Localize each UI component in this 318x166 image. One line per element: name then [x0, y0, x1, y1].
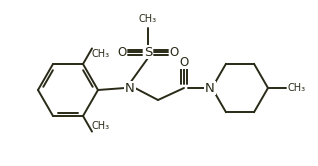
Text: CH₃: CH₃	[91, 121, 109, 131]
Text: N: N	[125, 82, 135, 94]
Text: O: O	[169, 45, 179, 58]
Text: CH₃: CH₃	[288, 83, 306, 93]
Text: N: N	[205, 82, 215, 94]
Text: CH₃: CH₃	[91, 49, 109, 59]
Text: O: O	[117, 45, 127, 58]
Text: CH₃: CH₃	[139, 14, 157, 24]
Text: O: O	[179, 55, 189, 69]
Text: S: S	[144, 45, 152, 58]
